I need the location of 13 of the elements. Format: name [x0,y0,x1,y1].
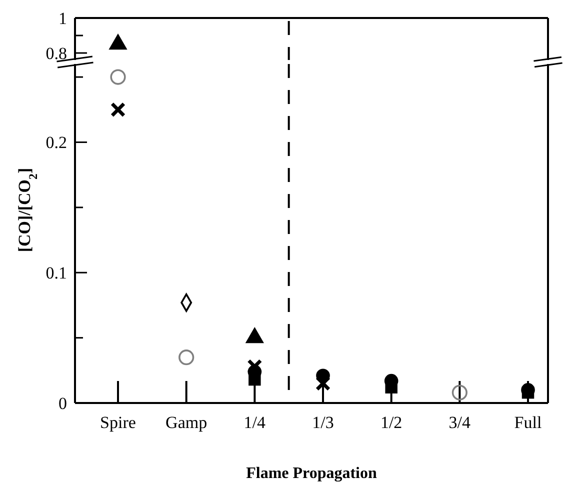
x-tick-label: Full [514,413,542,432]
y-tick-label: 0 [58,394,67,413]
x-tick-label: 1/2 [380,413,402,432]
x-tick-label: Gamp [166,413,208,432]
x-tick-label: 1/3 [312,413,334,432]
y-tick-label: 0.1 [46,264,67,283]
y-tick-label: 0.8 [46,44,67,63]
y-tick-label: 0.2 [46,133,67,152]
x-axis-title: Flame Propagation [246,465,377,482]
y-tick-label: 1 [58,8,67,28]
x-tick-label: Spire [100,413,136,432]
x-tick-label: 3/4 [448,413,472,432]
x-tick-label: 1/4 [244,413,266,432]
